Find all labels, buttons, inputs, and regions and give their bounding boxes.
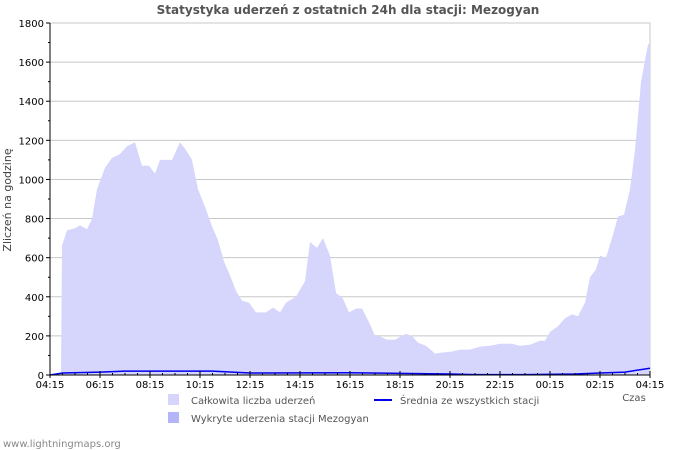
legend: Całkowita liczba uderzeń Wykryte uderzen… bbox=[168, 394, 539, 425]
legend-label-station: Wykryte uderzenia stacji Mezogyan bbox=[191, 414, 369, 425]
legend-swatch-station bbox=[168, 412, 179, 423]
legend-label-average: Średnia ze wszystkich stacji bbox=[400, 394, 539, 407]
legend-label-total: Całkowita liczba uderzeń bbox=[191, 395, 315, 407]
series-area-0 bbox=[61, 42, 650, 375]
x-tick-label: 16:15 bbox=[336, 380, 365, 391]
x-tick-label: 14:15 bbox=[286, 380, 315, 391]
chart-title: Statystyka uderzeń z ostatnich 24h dla s… bbox=[157, 3, 540, 17]
y-tick-label: 200 bbox=[25, 332, 44, 343]
y-tick-label: 1400 bbox=[19, 97, 44, 108]
footer-url: www.lightningmaps.org bbox=[3, 439, 121, 450]
x-tick-label: 20:15 bbox=[436, 380, 465, 391]
y-tick-label: 400 bbox=[25, 293, 44, 304]
x-tick-label: 10:15 bbox=[186, 380, 215, 391]
x-tick-label: 12:15 bbox=[236, 380, 265, 391]
y-tick-label: 600 bbox=[25, 254, 44, 265]
x-tick-label: 02:15 bbox=[586, 380, 615, 391]
plot-area bbox=[49, 42, 651, 376]
y-tick-label: 1200 bbox=[19, 136, 44, 147]
x-tick-label: 04:15 bbox=[636, 380, 665, 391]
x-tick-label: 06:15 bbox=[86, 380, 115, 391]
x-tick-label: 18:15 bbox=[386, 380, 415, 391]
y-axis-label: Zliczeń na godzinę bbox=[1, 148, 14, 251]
x-tick-label: 22:15 bbox=[486, 380, 515, 391]
y-tick-label: 800 bbox=[25, 215, 44, 226]
legend-swatch-total bbox=[168, 394, 179, 405]
y-tick-label: 1800 bbox=[19, 19, 44, 30]
y-tick-label: 1000 bbox=[19, 175, 44, 186]
y-tick-label: 0 bbox=[38, 371, 44, 382]
axes: 0 200 400 600 800 1000 1200 1400 1600 1800 04:15 06… bbox=[19, 19, 665, 391]
x-tick-label: 04:15 bbox=[36, 380, 65, 391]
y-tick-label: 1600 bbox=[19, 58, 44, 69]
x-tick-label: 00:15 bbox=[536, 380, 565, 391]
x-axis-label: Czas bbox=[622, 393, 646, 404]
x-tick-label: 08:15 bbox=[136, 380, 165, 391]
